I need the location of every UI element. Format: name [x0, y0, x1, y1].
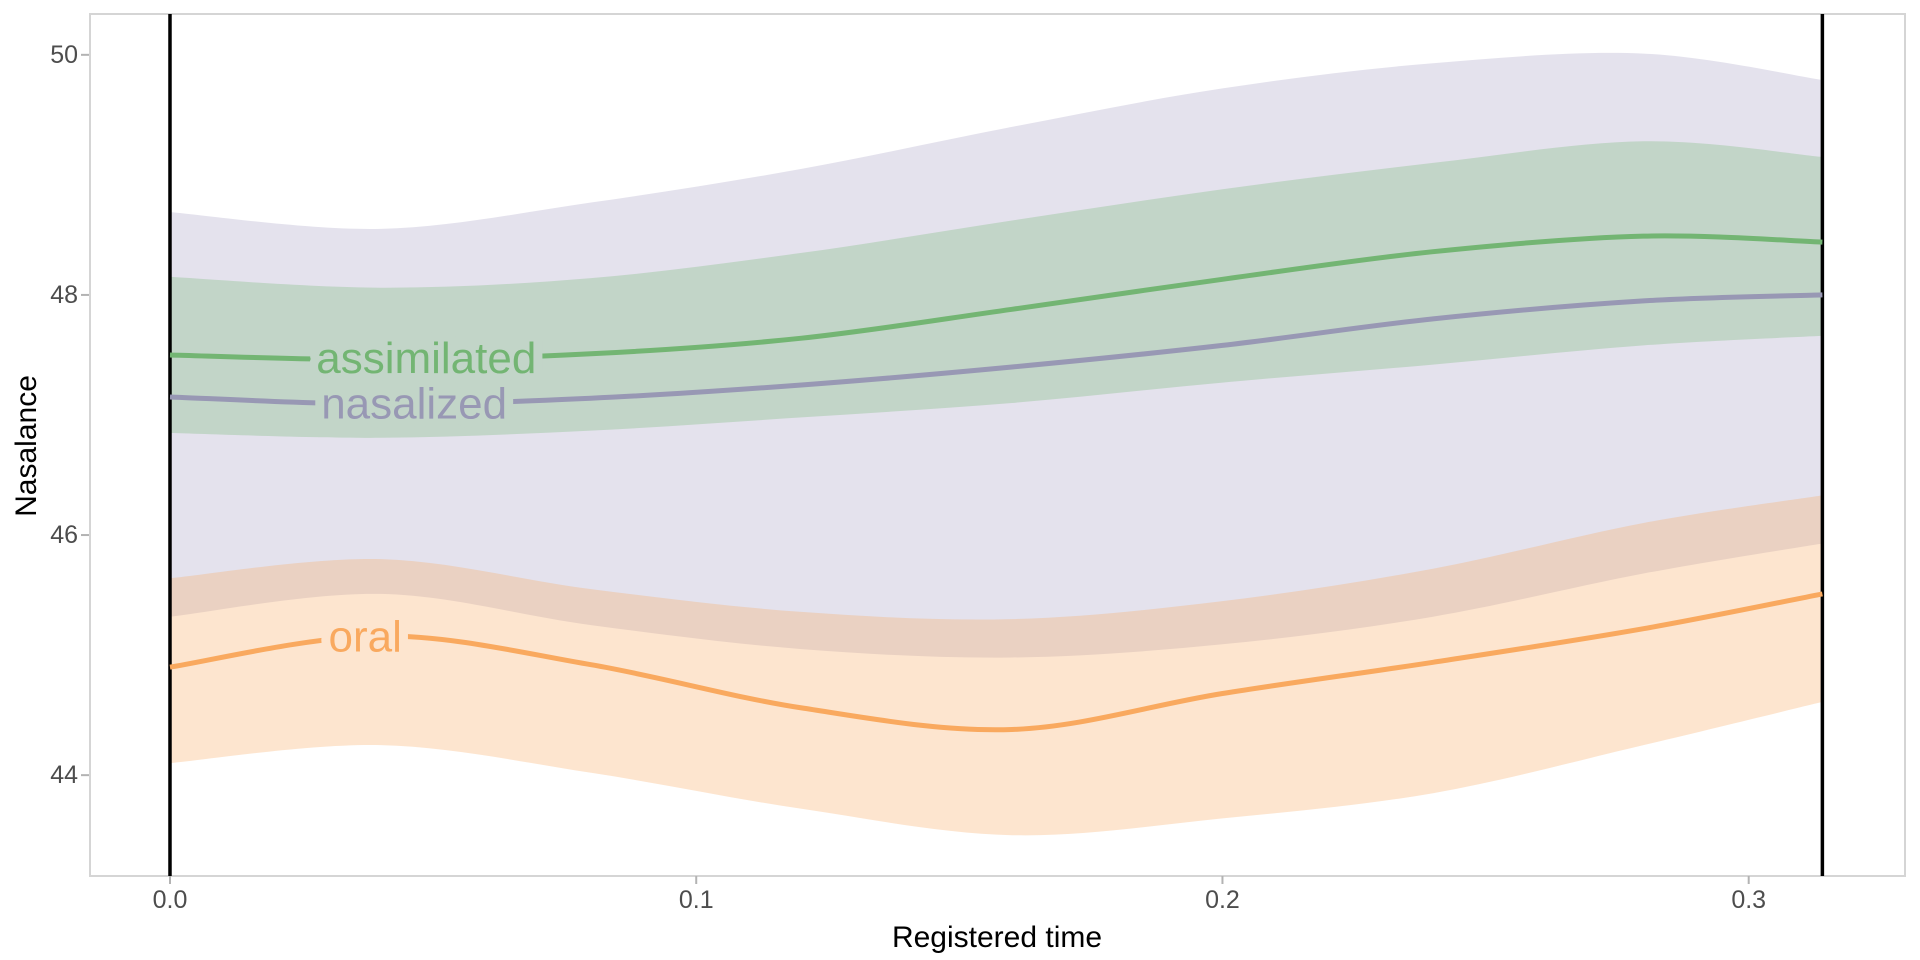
series-label-assimilated: assimilated — [316, 334, 536, 383]
ribbon-nasalized — [169, 52, 1823, 658]
x-tick-label: 0.0 — [153, 886, 188, 914]
x-tick-label: 0.1 — [679, 886, 714, 914]
series-line-assimilated — [169, 233, 1823, 363]
y-tick-label: 44 — [50, 761, 78, 789]
series-line-oral — [169, 591, 1823, 733]
y-axis-title: Nasalance — [10, 375, 43, 517]
ribbon-oral — [169, 495, 1823, 836]
x-tick-label: 0.3 — [1731, 886, 1766, 914]
ribbon-layer — [169, 52, 1823, 836]
axis-layer: 0.0 0.1 0.2 0.3 44 46 48 50 — [50, 41, 1766, 914]
panel-border — [89, 13, 1906, 877]
y-tick-label: 46 — [50, 521, 78, 549]
y-tick-label: 48 — [50, 281, 78, 309]
series-label-oral: oral — [329, 613, 402, 662]
x-tick-label: 0.2 — [1205, 886, 1240, 914]
reference-line-layer — [168, 14, 1825, 876]
x-axis-title: Registered time — [892, 921, 1102, 954]
series-label-nasalized: nasalized — [321, 380, 507, 429]
y-tick-label: 50 — [50, 41, 78, 69]
series-line-nasalized — [169, 292, 1823, 407]
ribbon-assimilated — [169, 141, 1823, 438]
series-line-layer — [169, 233, 1823, 733]
